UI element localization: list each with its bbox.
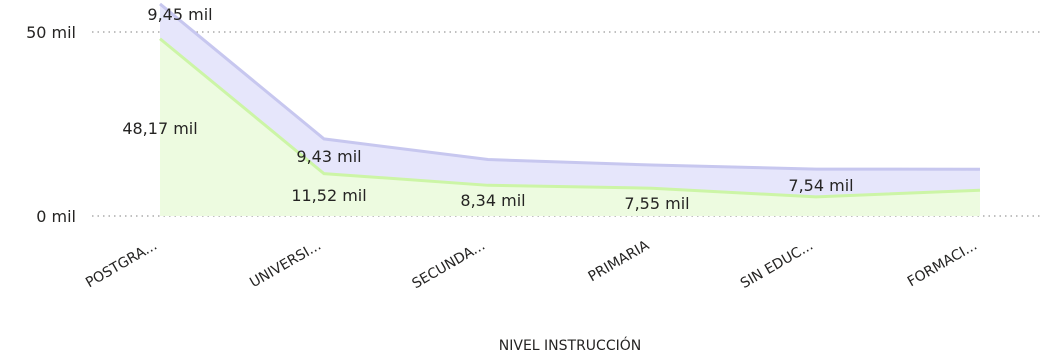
data-label: 11,52 mil: [291, 186, 366, 205]
data-label: 7,54 mil: [788, 176, 853, 195]
data-labels: 48,17 mil 11,52 mil 8,34 mil 7,55 mil 9,45 m…: [122, 5, 853, 213]
y-tick-label: 0 mil: [36, 207, 76, 226]
data-label: 8,34 mil: [460, 191, 525, 210]
x-axis-category-labels: POSTGRA... UNIVERSI... SECUNDA... PRIMARIA S…: [83, 237, 980, 292]
data-label: 9,43 mil: [296, 147, 361, 166]
data-label: 48,17 mil: [122, 119, 197, 138]
y-axis-ticks: 0 mil 50 mil: [26, 23, 76, 226]
y-tick-label: 50 mil: [26, 23, 76, 42]
x-category-label: SECUNDA...: [409, 238, 488, 293]
x-category-label: POSTGRA...: [83, 238, 160, 292]
x-category-label: UNIVERSI...: [247, 238, 324, 292]
data-label: 7,55 mil: [624, 194, 689, 213]
series-1-line: [159, 37, 981, 199]
x-category-label: PRIMARIA: [586, 237, 653, 285]
x-category-label: SIN EDUC...: [738, 238, 816, 292]
series-2-area: [160, 3, 980, 197]
data-label: 9,45 mil: [147, 5, 212, 24]
x-axis-title: NIVEL INSTRUCCIÓN: [499, 336, 641, 354]
series-2-line: [159, 2, 981, 171]
x-category-label: FORMACI...: [905, 238, 980, 291]
series-areas: [159, 2, 981, 216]
series-1-area: [160, 38, 980, 216]
